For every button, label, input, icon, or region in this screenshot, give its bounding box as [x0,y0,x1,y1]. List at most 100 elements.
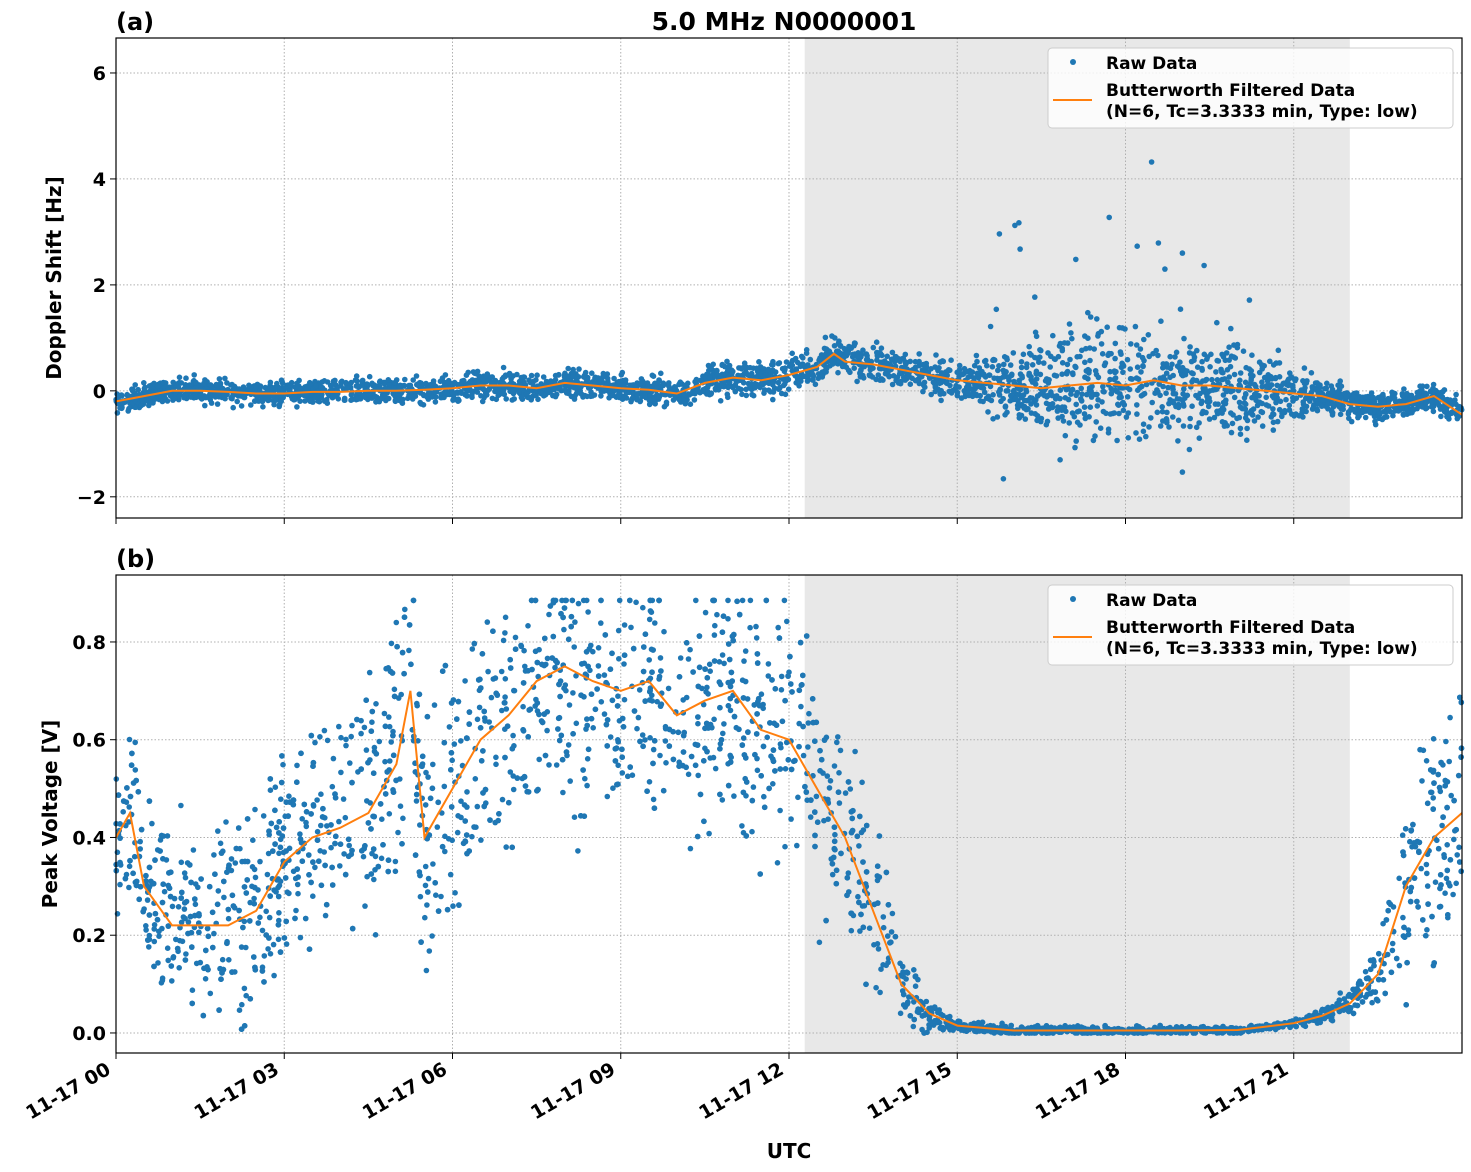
raw-point [1428,789,1434,796]
raw-point [1251,381,1258,388]
raw-point [1401,386,1407,392]
raw-point [1329,389,1336,395]
raw-point [417,822,423,828]
raw-point [304,385,311,392]
raw-point [860,375,867,381]
raw-point [1275,347,1282,354]
raw-point [1219,419,1226,425]
raw-point [321,378,328,384]
raw-point [426,384,433,390]
raw-point [938,397,944,404]
raw-point [348,392,355,398]
raw-point [1057,340,1064,347]
raw-point [1311,403,1317,409]
raw-point [1022,416,1029,422]
raw-point [590,725,596,731]
raw-point [566,702,573,708]
raw-point [671,384,678,390]
raw-point [382,393,388,399]
raw-point [1188,358,1195,365]
raw-point [390,728,396,735]
raw-point [854,353,860,360]
raw-point [366,392,373,399]
raw-point [1172,391,1179,397]
raw-point [732,382,739,388]
raw-point [207,382,214,388]
raw-point [474,389,481,395]
raw-point [511,687,518,694]
raw-point [316,398,323,405]
raw-point [1276,360,1283,366]
raw-point [253,384,259,391]
raw-point [1084,391,1090,398]
raw-point [317,734,323,740]
raw-point [1098,328,1105,335]
raw-point [570,369,576,376]
raw-point [888,356,895,363]
raw-point [1111,410,1118,416]
raw-point [230,404,236,411]
raw-point [721,383,727,390]
raw-point [1259,409,1266,416]
raw-point [652,620,658,626]
raw-point [499,390,506,397]
raw-point [1293,411,1299,417]
raw-point [1167,365,1174,372]
raw-point [338,383,344,389]
raw-point [1180,423,1187,429]
raw-point [1269,376,1275,382]
raw-point [137,838,143,845]
raw-point [878,966,884,972]
raw-point [719,652,726,658]
raw-point [968,371,974,377]
raw-point [1263,394,1269,401]
raw-point [202,402,208,409]
raw-point [1221,376,1228,382]
raw-point [782,391,789,398]
raw-point [1228,325,1234,332]
raw-point [1236,414,1243,421]
raw-point [629,772,636,778]
raw-point [835,369,841,376]
raw-point [1001,361,1007,368]
raw-point [294,404,300,410]
raw-point [1023,386,1029,393]
raw-point [183,375,189,382]
raw-point [358,717,364,724]
raw-point [1094,403,1101,409]
raw-point [956,384,962,390]
raw-point [1077,353,1083,360]
raw-point [1054,408,1061,414]
raw-point [143,927,149,933]
raw-point [1314,407,1321,414]
raw-point [677,655,684,661]
raw-point [419,382,425,389]
raw-point [1190,370,1196,377]
raw-point [897,358,903,365]
raw-point [1230,387,1236,394]
raw-point [441,783,448,790]
raw-point [1398,406,1405,412]
raw-point [741,658,747,664]
raw-point [417,399,424,406]
raw-point [601,386,608,393]
raw-point [1094,316,1100,322]
raw-point [1079,391,1085,398]
raw-point [604,371,611,377]
raw-point [621,382,627,389]
raw-point [1003,388,1010,394]
raw-point [1249,352,1255,359]
raw-point [1430,388,1436,395]
raw-point [324,400,331,407]
raw-point [984,362,990,369]
raw-point [1423,861,1430,868]
raw-point [370,383,377,389]
raw-point [878,345,885,352]
raw-point [770,396,776,403]
raw-point [769,381,776,388]
raw-point [534,372,540,379]
raw-point [1033,402,1040,408]
raw-point [650,796,657,803]
raw-point [1184,392,1191,399]
raw-point [348,733,355,740]
